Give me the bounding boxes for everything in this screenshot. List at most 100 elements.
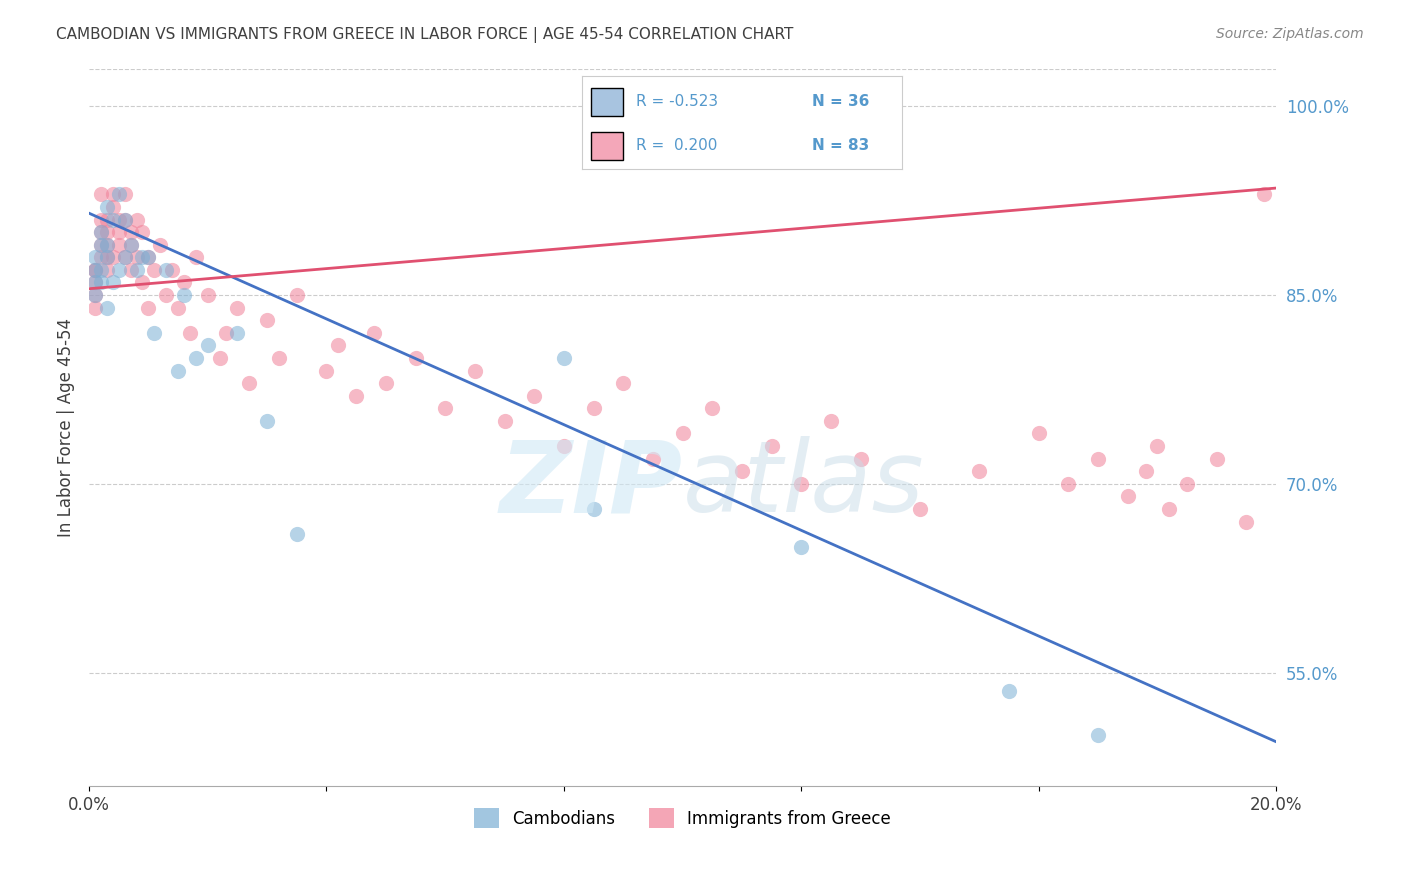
Text: Source: ZipAtlas.com: Source: ZipAtlas.com xyxy=(1216,27,1364,41)
Point xyxy=(114,212,136,227)
Point xyxy=(114,212,136,227)
Point xyxy=(1146,439,1168,453)
Point xyxy=(120,237,142,252)
Point xyxy=(908,502,931,516)
Point xyxy=(96,237,118,252)
Point xyxy=(1253,187,1275,202)
Point xyxy=(125,212,148,227)
Y-axis label: In Labor Force | Age 45-54: In Labor Force | Age 45-54 xyxy=(58,318,75,537)
Point xyxy=(374,376,396,390)
Point xyxy=(238,376,260,390)
Point xyxy=(84,301,107,315)
Point xyxy=(90,237,112,252)
Point xyxy=(96,250,118,264)
Point xyxy=(96,263,118,277)
Point xyxy=(96,237,118,252)
Point xyxy=(96,212,118,227)
Point xyxy=(107,225,129,239)
Point xyxy=(582,502,605,516)
Point xyxy=(1087,451,1109,466)
Point xyxy=(107,212,129,227)
Point xyxy=(149,237,172,252)
Point xyxy=(1135,464,1157,478)
Point xyxy=(114,250,136,264)
Point xyxy=(125,250,148,264)
Point xyxy=(363,326,385,340)
Point xyxy=(761,439,783,453)
Point xyxy=(820,414,842,428)
Point xyxy=(84,263,107,277)
Point xyxy=(160,263,183,277)
Point xyxy=(167,363,190,377)
Point xyxy=(214,326,236,340)
Point xyxy=(315,363,337,377)
Point xyxy=(969,464,991,478)
Point xyxy=(464,363,486,377)
Point xyxy=(90,237,112,252)
Point xyxy=(138,250,160,264)
Point xyxy=(84,288,107,302)
Point xyxy=(184,250,207,264)
Point xyxy=(96,250,118,264)
Point xyxy=(101,276,124,290)
Point xyxy=(138,250,160,264)
Point xyxy=(1057,476,1080,491)
Point xyxy=(107,263,129,277)
Point xyxy=(179,326,201,340)
Text: atlas: atlas xyxy=(682,436,924,533)
Point xyxy=(328,338,350,352)
Point xyxy=(256,313,278,327)
Point xyxy=(1116,489,1139,503)
Point xyxy=(101,187,124,202)
Point xyxy=(84,263,107,277)
Point xyxy=(84,250,107,264)
Point xyxy=(1087,728,1109,742)
Point xyxy=(90,225,112,239)
Point xyxy=(998,684,1021,698)
Point xyxy=(553,351,575,365)
Point xyxy=(131,276,153,290)
Text: CAMBODIAN VS IMMIGRANTS FROM GREECE IN LABOR FORCE | AGE 45-54 CORRELATION CHART: CAMBODIAN VS IMMIGRANTS FROM GREECE IN L… xyxy=(56,27,793,43)
Point xyxy=(90,263,112,277)
Point xyxy=(641,451,664,466)
Point xyxy=(138,301,160,315)
Point xyxy=(267,351,290,365)
Point xyxy=(582,401,605,416)
Point xyxy=(256,414,278,428)
Point xyxy=(131,225,153,239)
Text: ZIP: ZIP xyxy=(499,436,682,533)
Point xyxy=(84,263,107,277)
Point xyxy=(90,212,112,227)
Point xyxy=(1175,476,1198,491)
Point xyxy=(143,263,166,277)
Point xyxy=(671,426,693,441)
Point xyxy=(494,414,516,428)
Point xyxy=(197,288,219,302)
Point xyxy=(101,250,124,264)
Point xyxy=(1236,515,1258,529)
Point xyxy=(226,301,249,315)
Point xyxy=(434,401,457,416)
Point xyxy=(208,351,231,365)
Point xyxy=(107,187,129,202)
Point xyxy=(849,451,872,466)
Point xyxy=(285,288,308,302)
Point xyxy=(84,276,107,290)
Point xyxy=(523,389,546,403)
Point xyxy=(120,237,142,252)
Point xyxy=(155,288,177,302)
Legend: Cambodians, Immigrants from Greece: Cambodians, Immigrants from Greece xyxy=(468,801,897,835)
Point xyxy=(612,376,634,390)
Point xyxy=(790,476,813,491)
Point xyxy=(96,200,118,214)
Point xyxy=(90,276,112,290)
Point xyxy=(120,225,142,239)
Point xyxy=(131,250,153,264)
Point xyxy=(90,225,112,239)
Point xyxy=(1028,426,1050,441)
Point xyxy=(1159,502,1181,516)
Point xyxy=(114,250,136,264)
Point xyxy=(731,464,754,478)
Point xyxy=(197,338,219,352)
Point xyxy=(90,250,112,264)
